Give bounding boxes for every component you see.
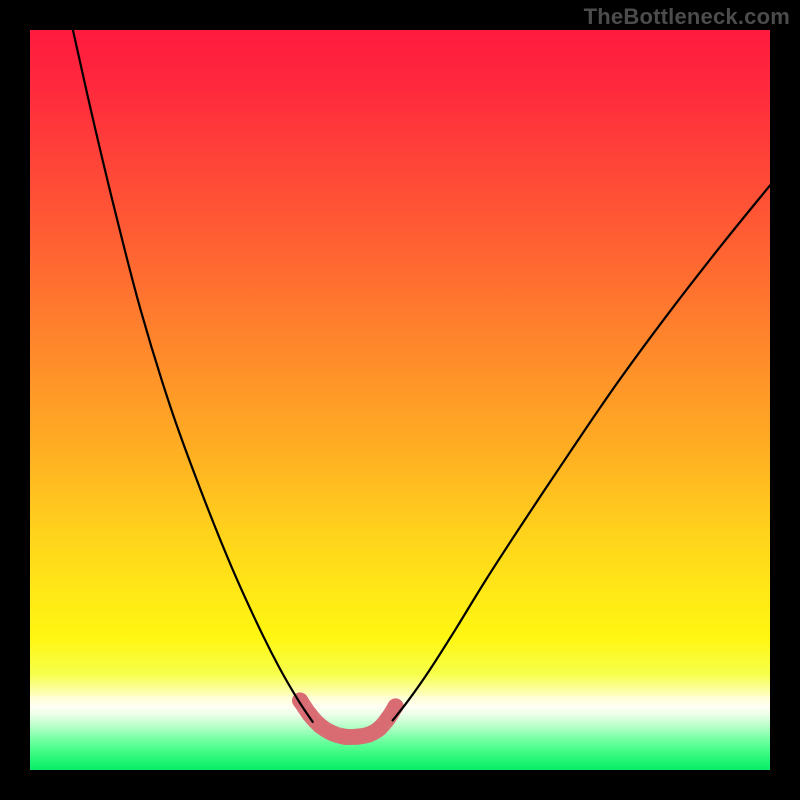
curve-overlay xyxy=(30,30,770,770)
highlight-dot xyxy=(388,698,404,714)
watermark-text: TheBottleneck.com xyxy=(584,4,790,30)
plot-area xyxy=(30,30,770,770)
chart-canvas: TheBottleneck.com xyxy=(0,0,800,800)
curve-right-branch xyxy=(393,185,770,720)
curve-left-branch xyxy=(73,30,313,722)
